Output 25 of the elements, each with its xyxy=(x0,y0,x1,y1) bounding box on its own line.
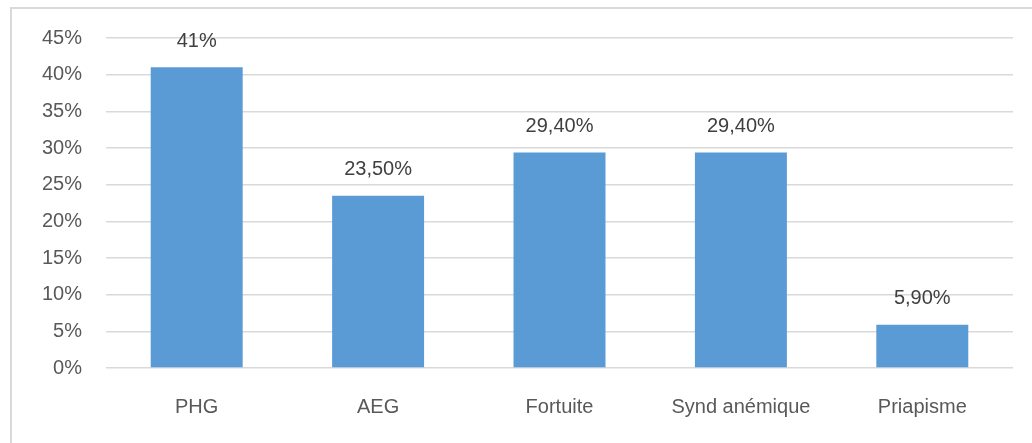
data-label: 5,90% xyxy=(893,286,951,309)
x-tick-label: Synd anémique xyxy=(671,394,811,417)
y-tick-label: 0% xyxy=(53,355,83,378)
x-tick-label: Priapisme xyxy=(877,394,967,417)
y-tick-label: 20% xyxy=(41,208,83,231)
x-tick-label: PHG xyxy=(175,394,219,417)
y-tick-label: 10% xyxy=(41,282,83,305)
x-tick-label: Fortuite xyxy=(525,394,594,417)
bar xyxy=(332,195,425,368)
y-tick-label: 40% xyxy=(41,62,83,85)
bar xyxy=(694,152,787,368)
bar xyxy=(513,152,606,368)
y-tick-label: 15% xyxy=(41,245,83,268)
y-tick-label: 45% xyxy=(41,25,83,48)
y-tick-label: 35% xyxy=(41,98,83,121)
data-label: 41% xyxy=(176,28,217,51)
data-label: 23,50% xyxy=(344,157,413,180)
data-label: 29,40% xyxy=(525,113,594,136)
bar xyxy=(150,67,243,368)
y-tick-label: 5% xyxy=(53,318,83,341)
data-label: 29,40% xyxy=(706,113,776,136)
x-tick-label: AEG xyxy=(356,394,400,417)
bar xyxy=(876,324,969,368)
y-tick-label: 25% xyxy=(41,172,83,195)
y-tick-label: 30% xyxy=(41,135,83,158)
